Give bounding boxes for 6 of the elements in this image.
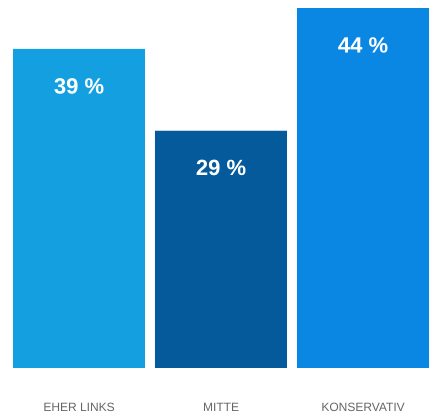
x-tick-label: MITTE (203, 400, 239, 414)
data-label: 44 % (338, 32, 388, 58)
x-tick-label: KONSERVATIV (321, 400, 405, 414)
x-tick-label: EHER LINKS (43, 400, 115, 414)
data-label: 39 % (54, 73, 104, 98)
data-label: 29 % (196, 155, 246, 180)
